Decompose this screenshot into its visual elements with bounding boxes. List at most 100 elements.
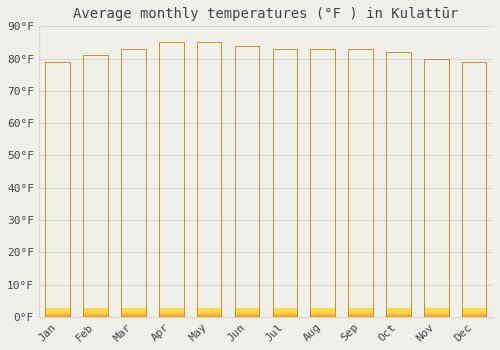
Bar [159, 311, 184, 316]
Bar [462, 311, 486, 315]
Bar [462, 313, 486, 317]
Bar [462, 308, 486, 313]
Bar [197, 309, 222, 313]
Bar [310, 309, 335, 314]
Bar [84, 309, 108, 313]
Bar [234, 309, 260, 314]
Bar [462, 309, 486, 313]
Bar [234, 311, 260, 316]
Bar [310, 309, 335, 313]
Bar [46, 313, 70, 317]
Bar [272, 310, 297, 315]
Bar [310, 311, 335, 316]
Bar [424, 308, 448, 313]
Bar [84, 311, 108, 315]
Bar [386, 309, 410, 314]
Bar [121, 312, 146, 317]
Bar [84, 312, 108, 316]
Bar [84, 309, 108, 313]
Bar [234, 308, 260, 313]
Bar [84, 312, 108, 316]
Bar [197, 309, 222, 314]
Bar [386, 308, 410, 313]
Bar [84, 310, 108, 315]
Bar [121, 309, 146, 314]
Bar [234, 310, 260, 314]
Bar [46, 309, 70, 313]
Bar [46, 309, 70, 314]
Bar [46, 310, 70, 315]
Bar [462, 309, 486, 314]
Bar [386, 309, 410, 314]
Bar [84, 312, 108, 317]
Bar [84, 312, 108, 316]
Bar [386, 52, 410, 317]
Bar [272, 312, 297, 316]
Bar [121, 308, 146, 313]
Bar [386, 310, 410, 315]
Bar [424, 309, 448, 313]
Bar [424, 312, 448, 316]
Bar [84, 310, 108, 315]
Bar [348, 311, 373, 315]
Bar [310, 312, 335, 316]
Bar [121, 310, 146, 315]
Bar [234, 310, 260, 314]
Bar [46, 309, 70, 313]
Bar [234, 311, 260, 315]
Bar [121, 310, 146, 315]
Bar [159, 310, 184, 315]
Bar [386, 308, 410, 313]
Bar [159, 309, 184, 314]
Bar [121, 311, 146, 315]
Bar [348, 312, 373, 316]
Bar [424, 309, 448, 314]
Bar [46, 308, 70, 313]
Bar [386, 312, 410, 316]
Bar [84, 308, 108, 313]
Bar [272, 310, 297, 314]
Bar [424, 312, 448, 316]
Bar [84, 309, 108, 314]
Bar [121, 309, 146, 314]
Bar [272, 312, 297, 316]
Bar [46, 310, 70, 315]
Bar [348, 311, 373, 315]
Bar [121, 309, 146, 314]
Bar [121, 312, 146, 316]
Bar [197, 309, 222, 314]
Bar [234, 310, 260, 315]
Bar [386, 312, 410, 316]
Bar [424, 311, 448, 315]
Bar [46, 309, 70, 313]
Bar [46, 312, 70, 316]
Bar [386, 310, 410, 315]
Bar [424, 311, 448, 315]
Bar [121, 310, 146, 315]
Bar [462, 312, 486, 316]
Bar [197, 311, 222, 316]
Bar [386, 309, 410, 313]
Bar [386, 312, 410, 317]
Bar [272, 308, 297, 313]
Bar [462, 312, 486, 316]
Bar [462, 312, 486, 316]
Bar [159, 309, 184, 314]
Bar [197, 42, 222, 317]
Bar [386, 310, 410, 314]
Bar [462, 309, 486, 313]
Bar [197, 308, 222, 313]
Bar [46, 309, 70, 313]
Bar [310, 312, 335, 317]
Bar [272, 309, 297, 313]
Bar [84, 311, 108, 316]
Bar [197, 309, 222, 314]
Bar [348, 311, 373, 316]
Bar [159, 312, 184, 316]
Bar [310, 308, 335, 313]
Bar [462, 309, 486, 313]
Bar [310, 312, 335, 316]
Bar [121, 309, 146, 314]
Bar [159, 309, 184, 313]
Bar [121, 309, 146, 314]
